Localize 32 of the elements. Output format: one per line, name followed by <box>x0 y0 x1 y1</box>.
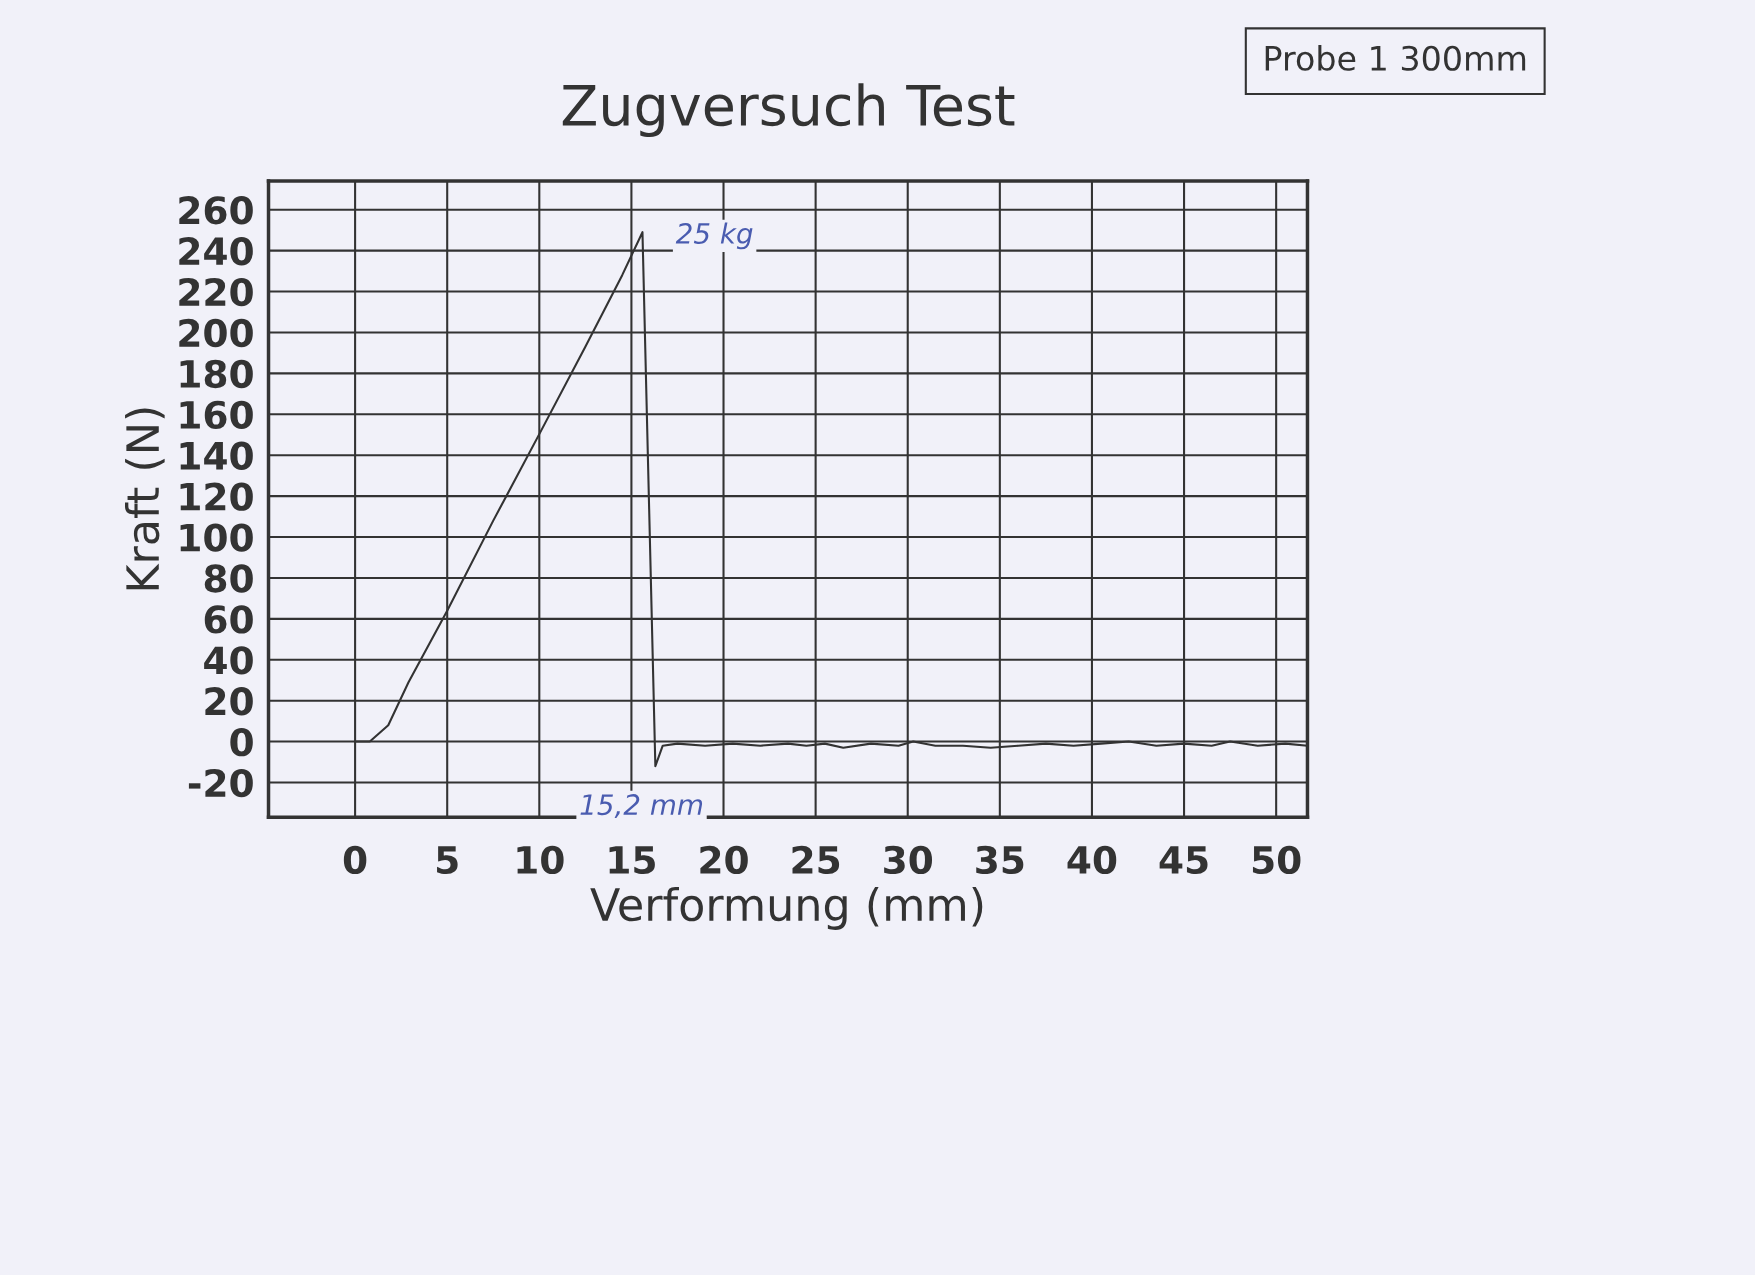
x-tick-label: 45 <box>1159 846 1208 875</box>
y-tick-label: 100 <box>180 523 253 552</box>
annotation: 15,2 mm <box>580 794 703 818</box>
chart-title: Zugversuch Test <box>562 83 1015 138</box>
x-tick-label: 5 <box>437 846 458 875</box>
x-tick-label: 30 <box>884 845 933 875</box>
y-tick-label: 40 <box>204 646 253 675</box>
y-axis-title: Kraft (N) <box>125 408 165 590</box>
x-tick-label: 0 <box>343 845 367 875</box>
y-tick-label: 20 <box>205 687 253 716</box>
annotation: 25 kg <box>675 222 753 250</box>
x-tick-label: 50 <box>1252 845 1301 875</box>
x-tick-label: 40 <box>1067 845 1117 875</box>
y-tick-label: 200 <box>179 318 253 348</box>
x-tick-label: 35 <box>976 845 1024 875</box>
x-tick-label: 15 <box>609 846 655 875</box>
y-tick-label: 260 <box>179 196 253 225</box>
y-tick-label: -20 <box>188 768 253 798</box>
y-tick-label: 240 <box>179 237 253 266</box>
x-tick-label: 25 <box>792 845 840 875</box>
y-tick-label: 180 <box>180 359 253 389</box>
x-axis-title: Verformung (mm) <box>590 886 983 930</box>
y-tick-label: 120 <box>180 482 253 511</box>
text: Probe 1 300mm <box>1265 45 1526 71</box>
y-tick-label: 160 <box>180 400 253 430</box>
x-tick-label: 20 <box>700 845 748 875</box>
y-tick-label: 0 <box>230 728 253 757</box>
x-tick-label: 10 <box>517 845 564 875</box>
y-tick-label: 140 <box>180 441 253 470</box>
y-tick-label: 60 <box>204 605 253 634</box>
y-tick-label: 220 <box>179 277 253 307</box>
y-tick-label: 80 <box>204 564 253 593</box>
